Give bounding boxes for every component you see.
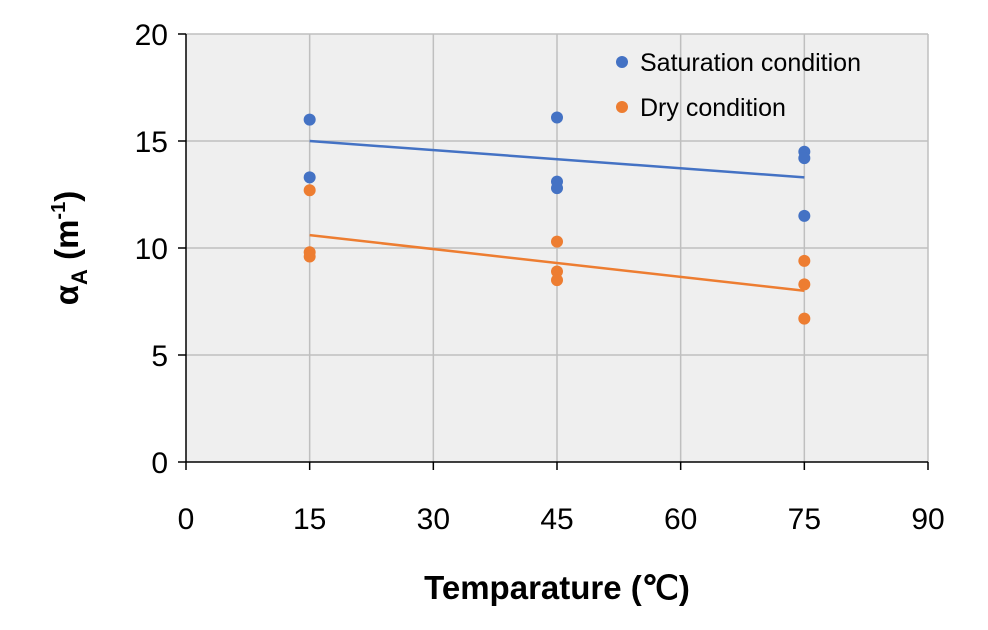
legend: Saturation condition Dry condition (616, 49, 861, 122)
data-point (551, 265, 563, 278)
y-tick-label: 15 (135, 126, 168, 159)
y-axis-title-unit-close: ) (48, 191, 85, 202)
y-axis-title: αA (m-1) (48, 191, 92, 305)
axes (178, 33, 929, 470)
x-tick-label: 0 (178, 503, 195, 536)
trendlines (309, 139, 805, 293)
y-tick-label: 20 (135, 19, 168, 52)
y-axis-title-symbol: α (48, 285, 85, 305)
data-point (551, 111, 563, 124)
data-point (798, 209, 811, 222)
data-point (551, 182, 563, 195)
data-point (303, 184, 316, 197)
y-tick-label: 10 (135, 233, 168, 266)
legend-label: Saturation condition (640, 49, 861, 77)
y-axis-title-superscript: -1 (48, 202, 70, 220)
x-tick-label: 15 (293, 503, 326, 536)
data-point (798, 278, 811, 291)
data-point (303, 250, 316, 263)
x-tick-label: 60 (664, 503, 697, 536)
data-point (303, 171, 316, 184)
trendline-0 (309, 139, 805, 179)
y-axis-title-unit: (m (48, 220, 85, 270)
y-tick-label: 0 (151, 447, 168, 480)
x-tick-label: 30 (417, 503, 450, 536)
x-tick-label: 90 (911, 503, 944, 536)
legend-marker (616, 101, 628, 113)
x-tick-label: 45 (540, 503, 573, 536)
legend-marker (616, 56, 628, 68)
data-point (798, 254, 811, 267)
y-tick-label: 5 (151, 340, 168, 373)
x-axis-title: Temparature (℃) (424, 569, 690, 606)
data-points (303, 111, 811, 325)
y-axis-title-subscript: A (67, 269, 92, 285)
data-point (303, 113, 316, 126)
data-point (798, 152, 811, 165)
data-point (551, 274, 563, 287)
data-point (798, 312, 811, 325)
x-tick-label: 75 (788, 503, 821, 536)
legend-label: Dry condition (640, 94, 786, 122)
data-point (551, 235, 563, 248)
tick-labels: 0 5 10 15 20 0 15 30 45 60 75 90 (135, 19, 945, 536)
trendline-1 (309, 233, 805, 293)
